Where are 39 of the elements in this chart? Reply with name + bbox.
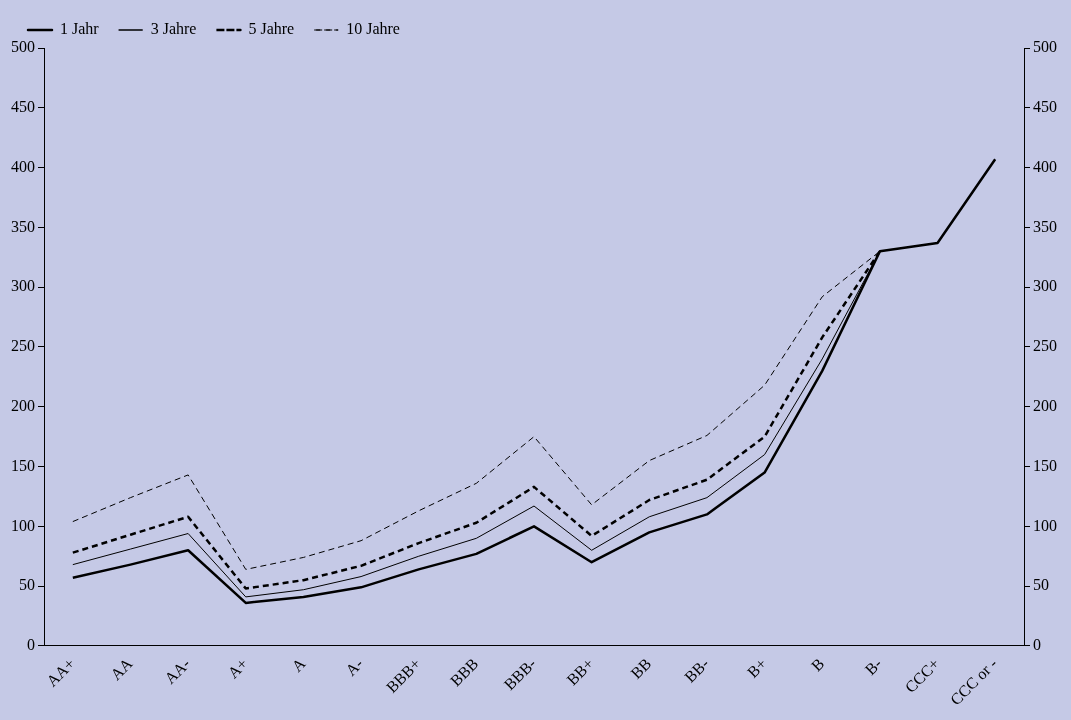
y2-tick-label: 250 [1033,337,1057,355]
x-tick-label: BB [627,654,655,682]
y-tick-label: 400 [11,157,35,175]
y2-tick-label: 200 [1033,396,1057,414]
y-tick-label: 50 [19,576,35,594]
y-tick-label: 350 [11,217,35,235]
legend-label: 3 Jahre [150,20,197,38]
x-tick-label: BB- [681,654,713,686]
y2-tick-label: 400 [1033,157,1057,175]
x-tick-label: AA- [161,654,194,687]
y-tick-label: 450 [11,98,35,115]
y2-tick-label: 450 [1033,98,1057,115]
x-tick-label: CCC or - [946,654,1001,709]
y2-tick-label: 350 [1033,217,1057,235]
y2-tick-label: 300 [1033,277,1057,295]
x-tick-label: A- [342,654,367,679]
x-tick-label: A [288,654,309,675]
x-tick-label: B [807,654,828,675]
y2-tick-label: 50 [1033,576,1049,594]
x-tick-label: B+ [743,654,770,681]
y-tick-label: 200 [11,396,35,414]
y2-tick-label: 150 [1033,456,1057,474]
legend-label: 1 Jahr [60,20,100,38]
x-tick-label: A+ [224,654,251,682]
x-tick-label: B- [861,654,885,679]
x-tick-label: AA+ [43,654,78,690]
legend-label: 10 Jahre [346,20,400,38]
y-tick-label: 250 [11,337,35,355]
y-tick-label: 100 [11,516,35,534]
y-tick-label: 500 [11,38,35,56]
y-tick-label: 150 [11,456,35,474]
y-tick-label: 300 [11,277,35,295]
y2-tick-label: 500 [1033,38,1057,56]
legend-label: 5 Jahre [248,20,295,38]
y-tick-label: 0 [27,636,35,654]
y2-tick-label: 0 [1033,636,1041,654]
x-tick-label: BB+ [563,654,597,689]
y2-tick-label: 100 [1033,516,1057,534]
x-tick-label: AA [107,654,136,684]
